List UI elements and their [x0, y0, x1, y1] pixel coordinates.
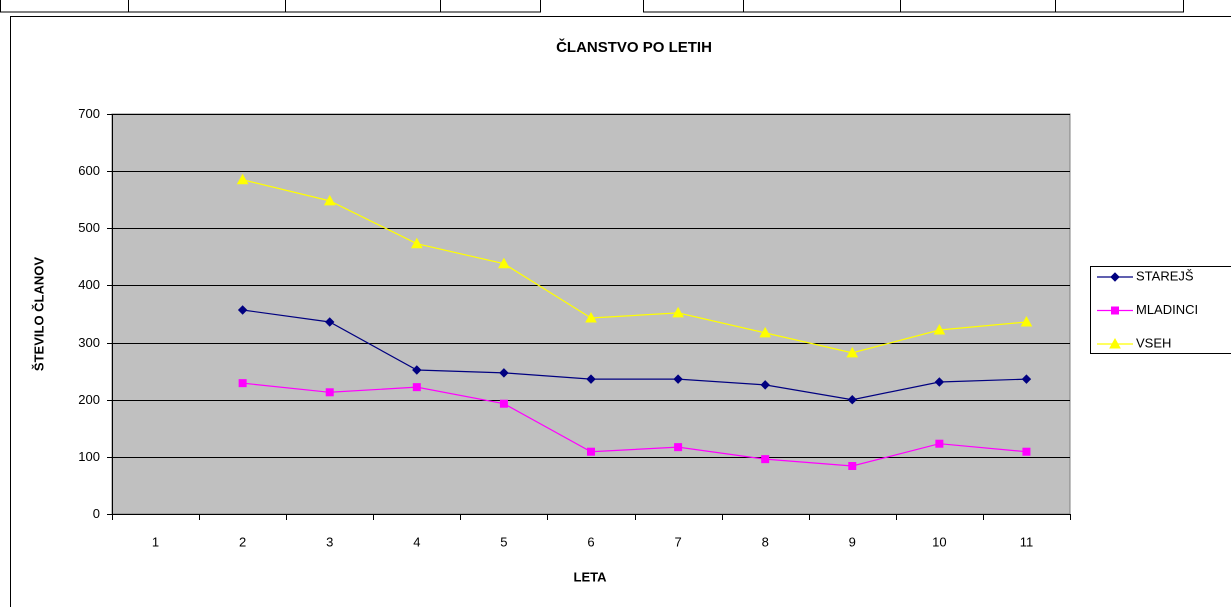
- marker: [499, 368, 509, 378]
- marker: [236, 173, 249, 185]
- marker: [499, 399, 508, 408]
- x-tick-label: 11: [1020, 534, 1034, 549]
- x-tick-label: 6: [587, 534, 594, 549]
- x-tick-label: 10: [932, 534, 946, 549]
- y-tick-label: 100: [78, 449, 100, 464]
- y-tick-label: 600: [78, 163, 100, 178]
- marker: [847, 395, 857, 405]
- series-line: [242, 382, 1027, 467]
- marker: [846, 346, 859, 358]
- marker: [934, 377, 945, 387]
- marker: [672, 306, 684, 318]
- x-tick-label: 3: [326, 534, 333, 549]
- x-tick-label: 2: [239, 534, 246, 549]
- marker: [1109, 337, 1121, 349]
- marker: [674, 443, 683, 452]
- y-tick-label: 700: [78, 106, 100, 121]
- marker: [1110, 272, 1120, 282]
- x-tick-label: 7: [674, 534, 681, 549]
- marker: [848, 462, 857, 470]
- marker: [412, 365, 422, 375]
- marker: [673, 374, 683, 384]
- marker: [933, 323, 946, 335]
- marker: [587, 447, 595, 456]
- marker: [1022, 447, 1031, 456]
- marker: [325, 388, 334, 397]
- x-tick-label: 4: [413, 534, 420, 549]
- marker: [1021, 374, 1032, 384]
- marker: [410, 237, 423, 249]
- marker: [498, 257, 510, 269]
- marker: [1111, 306, 1119, 315]
- y-tick-label: 500: [78, 220, 100, 235]
- marker: [238, 379, 247, 388]
- y-tick-label: 300: [78, 335, 100, 350]
- sheet-cells: [0, 0, 1184, 13]
- x-tick-label: 8: [762, 534, 769, 549]
- y-tick-label: 400: [78, 277, 100, 292]
- y-tick-label: 0: [93, 506, 100, 521]
- marker: [237, 305, 248, 315]
- marker: [1020, 315, 1033, 327]
- chart-title: ČLANSTVO PO LETIH: [556, 38, 712, 56]
- x-tick-label: 9: [849, 534, 856, 549]
- series-line: [242, 179, 1027, 354]
- marker: [761, 455, 770, 464]
- marker: [935, 439, 944, 448]
- x-tick-label: 1: [152, 534, 159, 549]
- legend-label: STAREJŠ: [1136, 268, 1194, 283]
- y-tick-label: 200: [78, 392, 100, 407]
- marker: [585, 311, 597, 323]
- y-axis-label: ŠTEVILO ČLANOV: [31, 257, 46, 371]
- legend: STAREJŠ MLADINCI VSEH: [1090, 266, 1231, 354]
- x-tick-label: 5: [500, 534, 507, 549]
- series-line: [242, 309, 1027, 401]
- marker: [323, 194, 336, 206]
- legend-label: VSEH: [1136, 335, 1171, 350]
- marker: [760, 380, 770, 390]
- legend-label: MLADINCI: [1136, 302, 1198, 317]
- marker: [586, 374, 596, 384]
- marker: [759, 326, 772, 338]
- x-axis-label: LETA: [574, 569, 608, 584]
- marker: [412, 383, 421, 392]
- marker: [325, 317, 335, 327]
